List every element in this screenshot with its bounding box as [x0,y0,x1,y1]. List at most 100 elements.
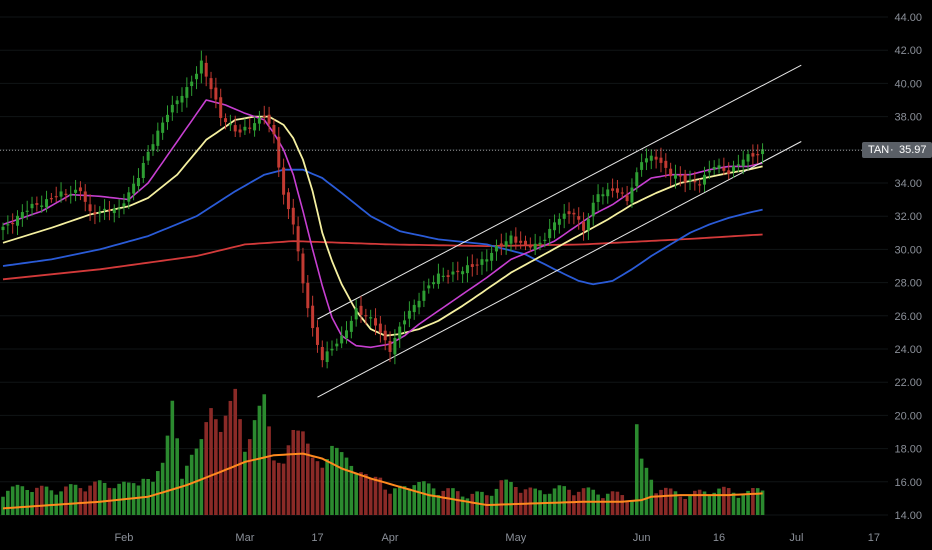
symbol-label: TAN [868,144,890,156]
channel-lower-line [317,141,802,398]
candle-body [422,290,426,301]
volume-bar [368,478,373,515]
candle-body [417,300,421,308]
volume-bar [15,484,20,515]
candle-body [403,320,407,325]
volume-bar [736,497,741,515]
ma50-series [2,168,763,286]
volume-bar [673,491,678,515]
candle-body [664,160,668,168]
candle-body [132,183,136,194]
y-tick-label: 28.00 [894,278,922,290]
volume-bar [668,488,673,515]
volume-bar [20,486,25,515]
y-tick-label: 30.00 [894,244,922,256]
candle-body [441,275,445,277]
volume-bar [233,388,238,515]
volume-bar [1,496,5,515]
volume-bar [451,488,455,515]
candle-body [340,335,344,344]
volume-bar [620,495,625,515]
volume-bar [760,490,765,515]
candle-body [59,191,63,197]
volume-bar [465,498,470,515]
candle-body [707,170,711,173]
candle-body [11,222,15,225]
candle-body [257,117,261,124]
candle-body [49,198,53,200]
candle-body [557,218,561,225]
candle-body [282,167,286,195]
candle-body [504,241,508,247]
volume-bar [39,485,44,515]
candle-body [30,203,34,209]
candle-body [54,196,58,198]
candle-body [107,209,111,211]
last-price-badge: TAN · 35.97 [862,142,932,158]
candle-body [117,208,121,210]
candle-body [349,320,353,332]
volume-bar [543,494,547,515]
volume-bar [257,405,262,515]
volume-bar [455,491,460,515]
candle-body [659,157,663,163]
volume-bar [388,493,392,515]
candle-body [490,252,494,261]
candle-body [267,114,271,124]
candle-body [383,330,387,341]
volume-bar [286,445,291,515]
candle-body [519,240,523,243]
candle-body [262,115,266,117]
candle-body [330,348,334,351]
y-tick-label: 18.00 [894,444,922,456]
candle-body [499,243,503,247]
candle-body [320,346,324,361]
candle-body [74,189,78,193]
candle-body [432,282,436,285]
candle-body [567,211,571,215]
volume-ma-series [2,452,763,510]
volume-bar [693,490,697,515]
volume-bar [383,489,388,515]
volume-bar [678,496,683,515]
candle-body [315,327,319,345]
x-tick-label: Mar [235,532,254,544]
volume-bar [702,491,707,515]
candle-body [374,318,378,326]
trend-channel [317,64,802,398]
candle-body [359,305,363,315]
candle-body [543,239,547,241]
candle-body [548,228,552,239]
candle-body [678,174,682,177]
candlesticks [1,50,765,369]
candle-body [712,166,716,170]
volume-bar [78,488,83,515]
candle-body [277,136,281,168]
volume-bar [596,494,600,515]
y-tick-label: 16.00 [894,477,922,489]
candle-body [586,218,590,231]
candle-body [354,308,358,320]
volume-bar [726,488,731,515]
volume-bar [291,429,296,515]
candle-body [475,264,479,266]
candle-body [722,167,726,171]
candle-body [306,282,310,309]
volume-bar [688,494,692,515]
candle-body [141,162,145,179]
last-price-badge-bg [862,142,932,158]
volume-bar [422,481,426,515]
volume-bar [431,488,436,515]
volume-bar [359,472,363,515]
candle-body [228,124,232,126]
candle-body [751,153,755,157]
candle-body [683,174,687,183]
volume-bar [180,478,184,515]
volume-bar [93,481,97,515]
candle-body [736,164,740,166]
candle-body [64,193,68,195]
badge-separator: · [890,144,894,156]
candle-body [427,285,431,289]
